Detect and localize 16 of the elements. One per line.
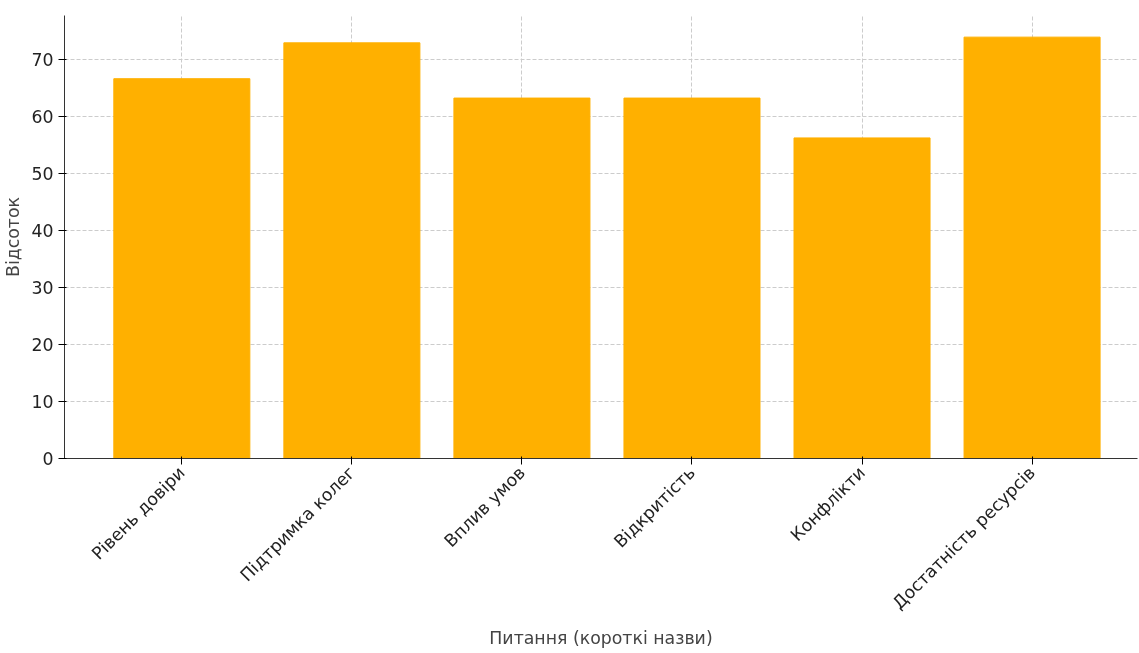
y-axis-title: Відсоток bbox=[3, 197, 24, 277]
bar bbox=[283, 42, 421, 459]
y-tick-label: 20 bbox=[31, 335, 54, 356]
y-tick-label: 0 bbox=[42, 449, 54, 469]
y-tick-label: 60 bbox=[31, 107, 54, 128]
y-tick-label: 10 bbox=[31, 392, 54, 413]
bar bbox=[793, 137, 931, 459]
y-tick-label: 70 bbox=[31, 50, 54, 71]
y-tick-label: 40 bbox=[31, 221, 54, 242]
bar bbox=[453, 97, 591, 459]
bar bbox=[963, 36, 1101, 459]
y-tick-label: 50 bbox=[31, 164, 54, 185]
bar bbox=[623, 97, 761, 459]
bar bbox=[113, 78, 251, 459]
y-tick-label: 30 bbox=[31, 278, 54, 299]
x-axis-title: Питання (короткі назви) bbox=[489, 628, 713, 649]
